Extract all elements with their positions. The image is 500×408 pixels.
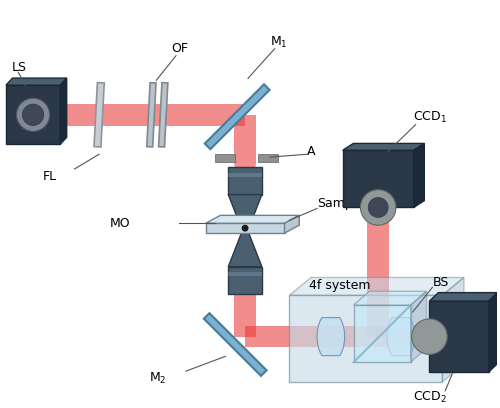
Bar: [216, 154, 235, 162]
Circle shape: [16, 98, 50, 131]
Polygon shape: [94, 82, 104, 147]
Polygon shape: [206, 215, 300, 223]
Polygon shape: [228, 173, 262, 177]
Text: M$_2$: M$_2$: [150, 370, 167, 386]
Bar: [368, 208, 389, 337]
Polygon shape: [228, 272, 262, 276]
Polygon shape: [387, 317, 414, 356]
Text: LS: LS: [12, 61, 26, 74]
Polygon shape: [158, 83, 168, 147]
Polygon shape: [488, 293, 498, 372]
Polygon shape: [354, 305, 410, 362]
Polygon shape: [284, 215, 300, 233]
Bar: [48, 104, 245, 126]
Polygon shape: [430, 301, 488, 372]
Bar: [234, 115, 256, 164]
Polygon shape: [204, 313, 266, 376]
Bar: [245, 326, 467, 348]
Circle shape: [360, 190, 396, 225]
Polygon shape: [6, 85, 60, 144]
Polygon shape: [228, 267, 262, 294]
Polygon shape: [342, 150, 413, 207]
Polygon shape: [6, 78, 66, 85]
Polygon shape: [414, 144, 424, 207]
Polygon shape: [290, 277, 464, 295]
Text: OF: OF: [171, 42, 188, 55]
Polygon shape: [234, 164, 256, 218]
Polygon shape: [206, 223, 284, 233]
Polygon shape: [228, 195, 262, 228]
Polygon shape: [342, 144, 424, 150]
Polygon shape: [147, 83, 156, 147]
Polygon shape: [317, 317, 344, 356]
Bar: [234, 282, 256, 337]
Bar: [258, 154, 278, 162]
Circle shape: [368, 197, 388, 217]
Polygon shape: [290, 295, 442, 382]
Polygon shape: [430, 293, 498, 301]
Polygon shape: [354, 291, 426, 305]
Text: 4f system: 4f system: [309, 279, 370, 292]
Polygon shape: [205, 84, 270, 149]
Circle shape: [412, 319, 447, 355]
Polygon shape: [410, 291, 426, 362]
Text: FL: FL: [43, 171, 57, 184]
Text: M$_1$: M$_1$: [270, 35, 287, 50]
Circle shape: [22, 104, 44, 125]
Polygon shape: [228, 233, 262, 267]
Polygon shape: [228, 167, 262, 195]
Polygon shape: [234, 228, 256, 282]
Polygon shape: [60, 78, 66, 144]
Text: MO: MO: [110, 217, 130, 230]
Text: CCD$_2$: CCD$_2$: [412, 390, 446, 405]
Polygon shape: [442, 277, 464, 382]
Text: A: A: [307, 145, 316, 158]
Text: BS: BS: [432, 276, 449, 289]
Text: Sample: Sample: [317, 197, 364, 210]
Text: CCD$_1$: CCD$_1$: [412, 110, 446, 125]
Circle shape: [242, 225, 248, 232]
